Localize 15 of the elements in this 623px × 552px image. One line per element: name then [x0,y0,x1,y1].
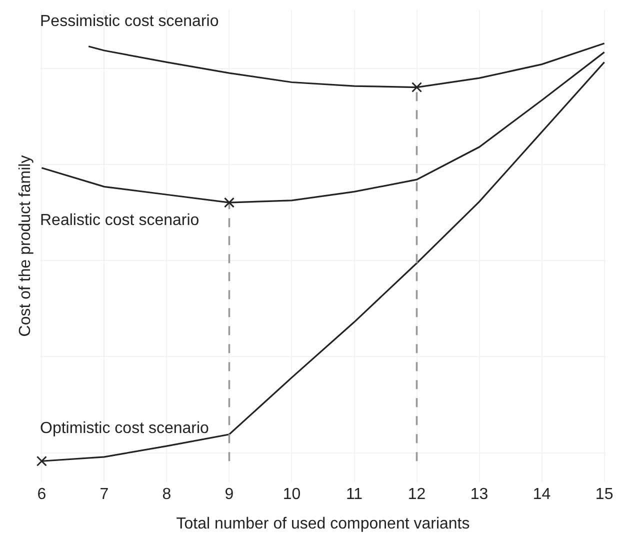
text: Pessimistic cost scenario [40,13,219,30]
x-axis-title: Total number of used component variants [176,516,470,533]
x-tick-label: 13 [470,486,488,503]
x-tick-label: 10 [282,486,301,503]
x-tick-label: 11 [346,486,363,503]
series-label: Realistic cost scenario [40,212,200,229]
x-tick-label: 14 [532,486,551,503]
series-label: Optimistic cost scenario [40,420,210,437]
x-tick-label: 8 [162,486,172,503]
x-tick-label: 15 [595,486,614,503]
x-tick-label: 6 [37,486,46,503]
y-axis-title: Cost of the product family [16,155,34,337]
x-tick-label: 7 [100,486,109,503]
x-tick-label: 12 [408,486,426,503]
x-tick-label: 9 [224,486,234,503]
